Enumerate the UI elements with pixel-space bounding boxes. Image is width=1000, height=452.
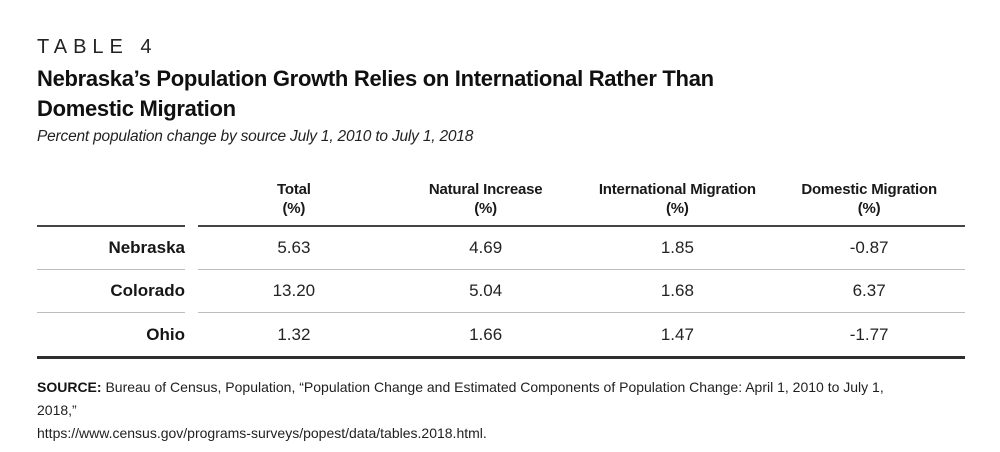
- column-gap: [185, 227, 198, 270]
- table-number-label: TABLE 4: [37, 36, 158, 58]
- row-label: Nebraska: [108, 238, 185, 257]
- cell-value: 4.69: [469, 238, 503, 257]
- column-header-unit: (%): [666, 200, 689, 217]
- column-header-international-migration: International Migration (%): [582, 180, 774, 218]
- cell-value: 1.32: [277, 324, 311, 344]
- title-line-1: Nebraska’s Population Growth Relies on I…: [37, 66, 714, 91]
- column-header-label: International Migration: [598, 181, 756, 198]
- column-gap: [185, 313, 198, 356]
- column-headers: Total (%) Natural Increase (%) Internati…: [198, 180, 965, 227]
- column-gap: [185, 180, 198, 227]
- column-header-domestic-migration: Domestic Migration (%): [773, 180, 965, 218]
- cell-value: 1.68: [660, 281, 694, 300]
- row-label: Colorado: [110, 281, 185, 300]
- column-header-label: Total: [277, 181, 311, 198]
- column-header-label: Domestic Migration: [801, 181, 937, 198]
- source-text-line-1: Bureau of Census, Population, “Populatio…: [37, 379, 884, 418]
- cell-value: 1.66: [469, 324, 503, 344]
- cell-value: 6.37: [852, 281, 886, 300]
- population-change-table: Total (%) Natural Increase (%) Internati…: [37, 180, 965, 359]
- column-header-total: Total (%): [198, 180, 390, 218]
- column-header-unit: (%): [474, 200, 497, 217]
- page-title: Nebraska’s Population Growth Relies on I…: [37, 64, 965, 124]
- cell-value: 1.85: [660, 238, 694, 257]
- table-header-row: Total (%) Natural Increase (%) Internati…: [37, 180, 965, 227]
- cell-value: 5.63: [277, 238, 311, 257]
- column-header-unit: (%): [857, 200, 881, 217]
- column-header-unit: (%): [282, 200, 306, 217]
- cell-value: 13.20: [272, 281, 316, 300]
- column-gap: [185, 270, 198, 313]
- title-line-2: Domestic Migration: [37, 96, 236, 121]
- cell-value: 1.47: [660, 324, 694, 344]
- row-label: Ohio: [146, 324, 185, 344]
- source-label: SOURCE:: [37, 379, 102, 395]
- cell-value: -0.87: [849, 238, 889, 257]
- table-row-nebraska: Nebraska 5.63 4.69 1.85 -0.87: [37, 227, 965, 270]
- column-header-natural-increase: Natural Increase (%): [390, 180, 582, 218]
- table-row-colorado: Colorado 13.20 5.04 1.68 6.37: [37, 270, 965, 313]
- table-row-ohio: Ohio 1.32 1.66 1.47 -1.77: [37, 313, 965, 356]
- table-subtitle: Percent population change by source July…: [37, 128, 474, 145]
- source-url: https://www.census.gov/programs-surveys/…: [37, 425, 487, 441]
- row-header-spacer: [37, 180, 185, 227]
- cell-value: -1.77: [849, 324, 889, 344]
- column-header-label: Natural Increase: [428, 181, 543, 198]
- cell-value: 5.04: [469, 281, 503, 300]
- source-note: SOURCE: Bureau of Census, Population, “P…: [37, 376, 917, 445]
